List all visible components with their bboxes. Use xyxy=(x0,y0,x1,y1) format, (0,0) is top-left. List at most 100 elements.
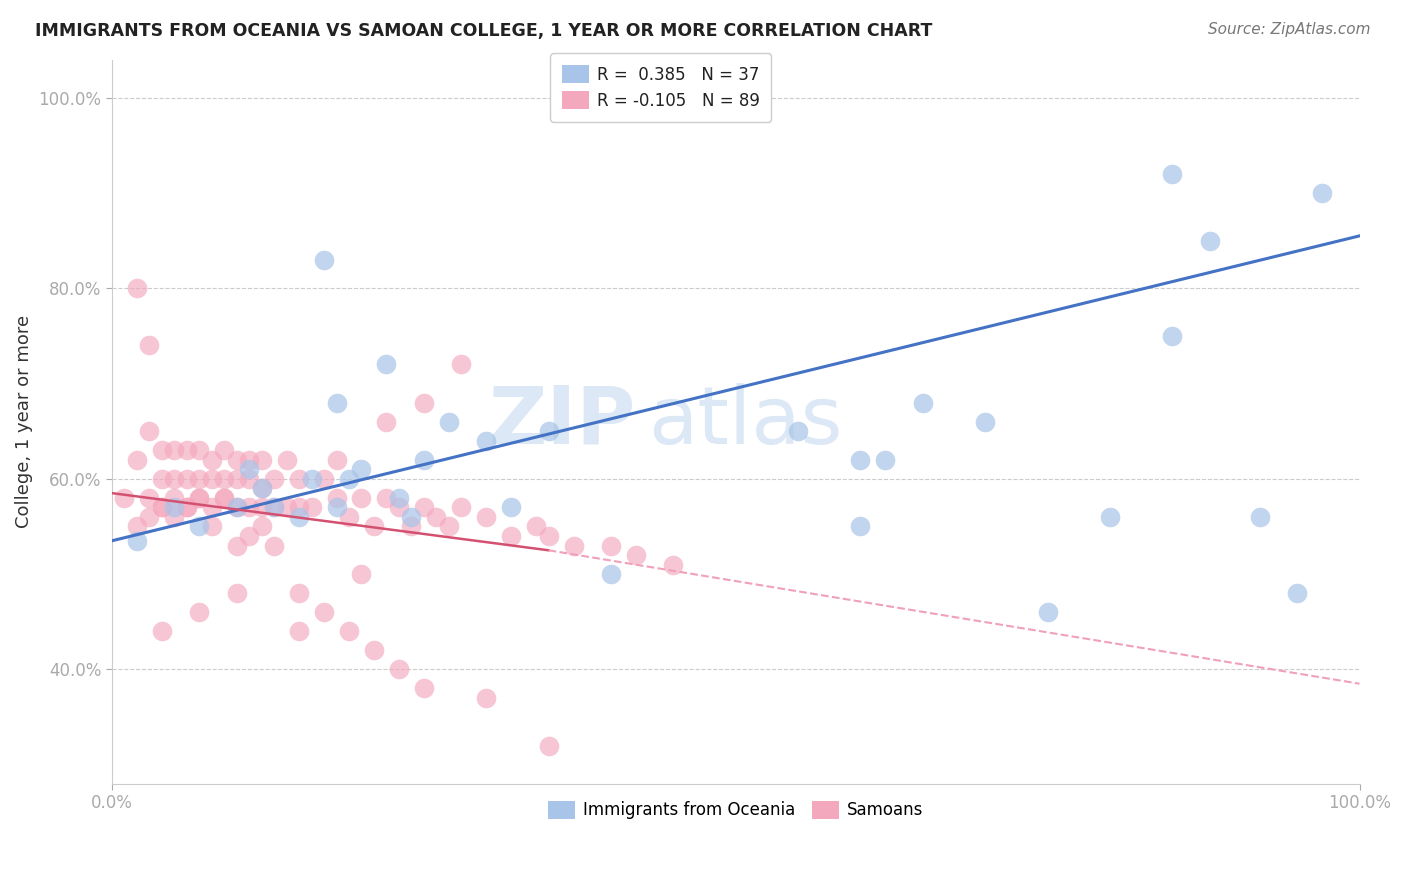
Point xyxy=(250,481,273,495)
Point xyxy=(475,510,498,524)
Point xyxy=(363,519,385,533)
Point xyxy=(250,519,273,533)
Y-axis label: College, 1 year or more: College, 1 year or more xyxy=(15,315,32,528)
Point xyxy=(125,281,148,295)
Point xyxy=(849,519,872,533)
Point xyxy=(188,443,211,458)
Point xyxy=(163,510,186,524)
Point xyxy=(114,491,136,505)
Point xyxy=(176,443,198,458)
Point xyxy=(1161,167,1184,181)
Point xyxy=(501,500,523,515)
Point xyxy=(150,500,173,515)
Point xyxy=(212,491,235,505)
Point xyxy=(238,472,260,486)
Point xyxy=(125,533,148,548)
Point xyxy=(150,443,173,458)
Point xyxy=(225,500,247,515)
Point xyxy=(388,662,411,676)
Point xyxy=(150,472,173,486)
Point xyxy=(176,500,198,515)
Point xyxy=(263,500,285,515)
Point xyxy=(176,500,198,515)
Point xyxy=(337,472,360,486)
Point xyxy=(225,452,247,467)
Point xyxy=(301,500,323,515)
Point xyxy=(301,472,323,486)
Point xyxy=(288,624,311,639)
Point xyxy=(450,358,472,372)
Point xyxy=(388,491,411,505)
Point xyxy=(375,358,398,372)
Point xyxy=(537,424,560,438)
Point xyxy=(475,690,498,705)
Point xyxy=(150,624,173,639)
Point xyxy=(350,462,373,476)
Point xyxy=(163,472,186,486)
Point xyxy=(849,452,872,467)
Point xyxy=(138,424,160,438)
Point xyxy=(201,452,224,467)
Point xyxy=(624,548,647,562)
Point xyxy=(437,519,460,533)
Point xyxy=(350,491,373,505)
Point xyxy=(263,539,285,553)
Point xyxy=(225,539,247,553)
Point xyxy=(163,443,186,458)
Point xyxy=(524,519,547,533)
Point xyxy=(225,500,247,515)
Point xyxy=(250,452,273,467)
Point xyxy=(188,491,211,505)
Point xyxy=(412,500,434,515)
Point xyxy=(375,491,398,505)
Point xyxy=(212,443,235,458)
Point xyxy=(163,491,186,505)
Point xyxy=(337,624,360,639)
Point xyxy=(188,472,211,486)
Point xyxy=(537,529,560,543)
Point xyxy=(201,500,224,515)
Point xyxy=(375,415,398,429)
Point xyxy=(437,415,460,429)
Point xyxy=(212,491,235,505)
Text: IMMIGRANTS FROM OCEANIA VS SAMOAN COLLEGE, 1 YEAR OR MORE CORRELATION CHART: IMMIGRANTS FROM OCEANIA VS SAMOAN COLLEG… xyxy=(35,22,932,40)
Point xyxy=(238,452,260,467)
Point xyxy=(188,605,211,619)
Point xyxy=(188,519,211,533)
Point xyxy=(201,472,224,486)
Legend: Immigrants from Oceania, Samoans: Immigrants from Oceania, Samoans xyxy=(541,794,929,826)
Point xyxy=(238,500,260,515)
Point xyxy=(138,510,160,524)
Point xyxy=(501,529,523,543)
Point xyxy=(325,491,347,505)
Point xyxy=(212,472,235,486)
Point xyxy=(662,558,685,572)
Point xyxy=(600,539,623,553)
Point xyxy=(562,539,585,553)
Point xyxy=(1098,510,1121,524)
Point xyxy=(150,500,173,515)
Point xyxy=(1310,186,1333,200)
Text: ZIP: ZIP xyxy=(489,383,636,460)
Point xyxy=(238,462,260,476)
Point xyxy=(350,567,373,582)
Point xyxy=(875,452,897,467)
Point xyxy=(125,452,148,467)
Point xyxy=(450,500,472,515)
Point xyxy=(787,424,810,438)
Point xyxy=(412,681,434,696)
Point xyxy=(288,510,311,524)
Point xyxy=(288,472,311,486)
Point xyxy=(263,472,285,486)
Point xyxy=(337,510,360,524)
Point xyxy=(250,481,273,495)
Point xyxy=(911,395,934,409)
Point xyxy=(163,500,186,515)
Point xyxy=(600,567,623,582)
Point xyxy=(276,500,298,515)
Point xyxy=(1198,234,1220,248)
Point xyxy=(201,519,224,533)
Point xyxy=(263,500,285,515)
Point xyxy=(1036,605,1059,619)
Point xyxy=(475,434,498,448)
